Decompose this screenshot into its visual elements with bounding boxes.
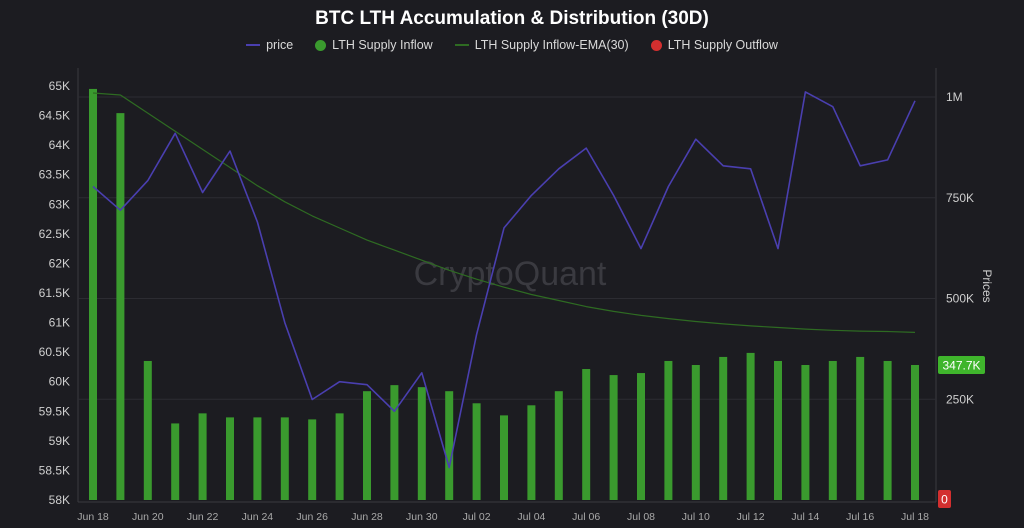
left-tick-label: 58.5K <box>39 463 70 477</box>
inflow-bar <box>856 356 865 500</box>
inflow-bar <box>911 364 919 500</box>
x-tick-label: Jun 18 <box>77 511 109 523</box>
legend-label: LTH Supply Outflow <box>667 38 778 52</box>
inflow-bar <box>198 413 207 500</box>
inflow-bar <box>746 352 755 500</box>
x-tick-label: Jun 24 <box>242 511 274 523</box>
legend-dot-icon <box>650 39 662 51</box>
left-tick-label: 59.5K <box>39 404 70 418</box>
legend-label: LTH Supply Inflow <box>332 38 433 52</box>
left-tick-label: 61.5K <box>39 286 70 300</box>
x-tick-label: Jul 16 <box>846 511 874 523</box>
inflow-bar <box>527 405 536 500</box>
legend-label: price <box>266 38 294 52</box>
inflow-bar <box>171 423 180 500</box>
legend-item-inflow-ema[interactable]: LTH Supply Inflow-EMA(30) <box>454 38 629 52</box>
inflow-bar <box>89 88 97 500</box>
inflow-bar <box>637 373 645 500</box>
left-tick-label: 61K <box>49 316 70 330</box>
last-value-badge-text: 347.7K <box>942 358 980 372</box>
inflow-bar <box>582 369 591 500</box>
right-tick-label: 250K <box>946 392 974 406</box>
inflow-bar <box>472 403 481 500</box>
left-tick-label: 63K <box>49 197 70 211</box>
legend-item-price[interactable]: price <box>246 38 293 52</box>
legend-label: LTH Supply Inflow-EMA(30) <box>474 38 629 52</box>
left-tick-label: 58K <box>49 493 70 507</box>
outflow-badge <box>938 490 951 508</box>
legend-item-inflow[interactable]: LTH Supply Inflow <box>315 38 433 52</box>
legend-line-icon <box>246 44 261 46</box>
x-tick-label: Jun 26 <box>296 511 328 523</box>
chart-title: BTC LTH Accumulation & Distribution (30D… <box>315 8 709 29</box>
inflow-bar <box>774 360 782 500</box>
left-tick-label: 64K <box>49 138 70 152</box>
inflow-bar <box>609 375 618 500</box>
x-tick-label: Jul 08 <box>627 511 655 523</box>
price-line <box>92 91 916 469</box>
x-tick-label: Jul 10 <box>682 511 710 523</box>
inflow-bar <box>390 385 399 500</box>
inflow-bar <box>883 360 892 500</box>
inflow-bar <box>253 417 262 500</box>
inflow-bar <box>719 356 728 500</box>
inflow-bar <box>335 413 344 500</box>
inflow-bar <box>280 417 289 500</box>
right-tick-label: 500K <box>946 292 974 306</box>
last-value-badge <box>938 355 985 374</box>
legend-item-outflow[interactable]: LTH Supply Outflow <box>650 38 778 52</box>
inflow-bar <box>308 419 317 500</box>
inflow-bar <box>363 391 371 500</box>
inflow-bar <box>691 364 700 500</box>
inflow-bar <box>417 387 426 500</box>
x-tick-label: Jul 12 <box>737 511 765 523</box>
ema-line <box>92 92 916 333</box>
chart-legend: price LTH Supply Inflow LTH Supply Inflo… <box>0 38 1024 52</box>
x-tick-label: Jul 14 <box>791 511 819 523</box>
x-tick-label: Jul 04 <box>517 511 545 523</box>
left-tick-label: 64.5K <box>39 109 70 123</box>
left-tick-label: 65K <box>49 79 70 93</box>
left-tick-label: 63.5K <box>39 168 70 182</box>
inflow-bar <box>445 391 454 500</box>
inflow-bar <box>500 415 508 500</box>
legend-dot-icon <box>315 39 327 51</box>
right-axis-label: Prices <box>980 269 994 302</box>
outflow-badge-text: 0 <box>941 493 948 507</box>
right-tick-label: 750K <box>946 191 974 205</box>
inflow-bar <box>801 364 810 500</box>
x-tick-label: Jun 20 <box>132 511 164 523</box>
left-tick-label: 60K <box>49 375 70 389</box>
right-tick-label: 1M <box>946 90 963 104</box>
inflow-bar <box>116 113 125 501</box>
x-tick-label: Jun 22 <box>187 511 219 523</box>
x-tick-label: Jul 02 <box>463 511 491 523</box>
inflow-bar <box>664 360 673 500</box>
inflow-bar <box>554 391 563 500</box>
left-tick-label: 59K <box>49 434 70 448</box>
x-tick-label: Jun 28 <box>351 511 383 523</box>
inflow-bar <box>143 360 152 500</box>
watermark: CryptoQuant <box>414 255 607 293</box>
inflow-bar <box>828 360 837 500</box>
left-tick-label: 62K <box>49 256 70 270</box>
left-tick-label: 62.5K <box>39 227 70 241</box>
x-tick-label: Jul 06 <box>572 511 600 523</box>
inflow-bar <box>226 417 234 500</box>
x-tick-label: Jun 30 <box>406 511 438 523</box>
legend-line-icon <box>454 44 469 46</box>
left-tick-label: 60.5K <box>39 345 70 359</box>
x-tick-label: Jul 18 <box>901 511 929 523</box>
